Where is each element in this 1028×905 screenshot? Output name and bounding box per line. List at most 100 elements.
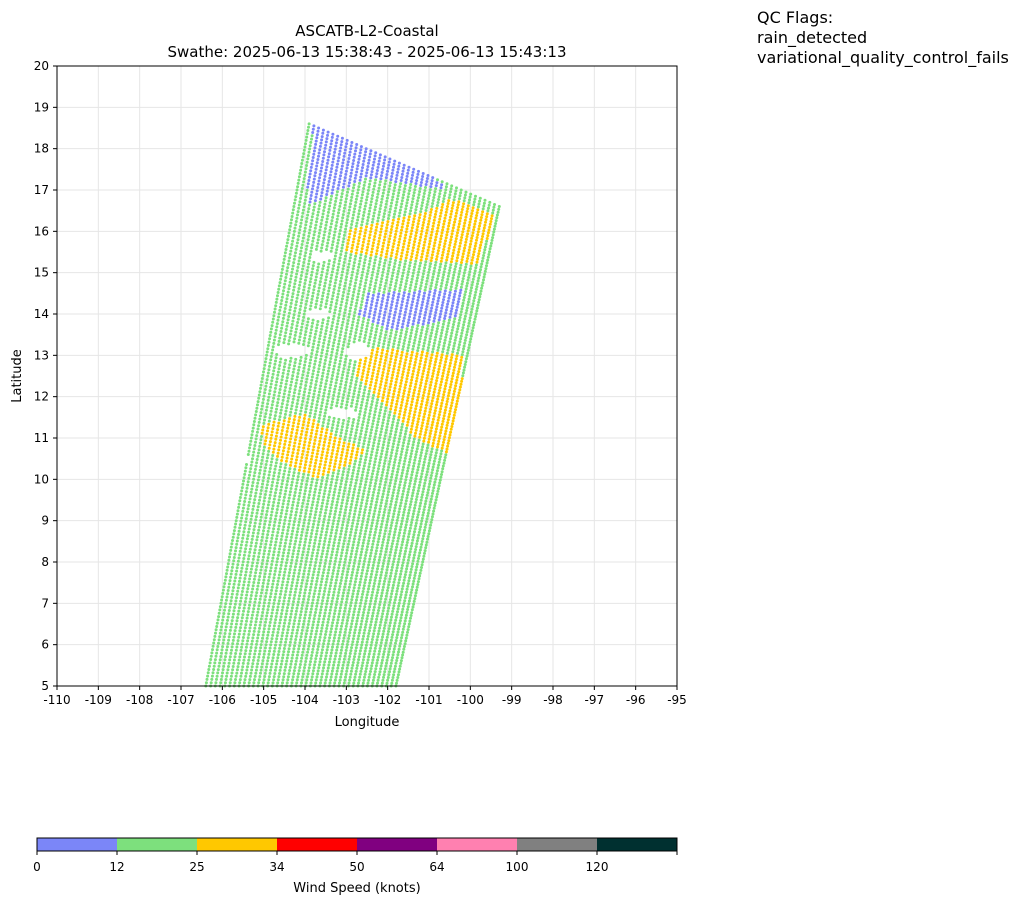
wind-point <box>413 388 416 392</box>
wind-point <box>354 383 358 387</box>
wind-point <box>315 675 319 679</box>
wind-point <box>245 668 249 672</box>
wind-point <box>439 334 443 338</box>
wind-point <box>345 622 349 625</box>
wind-point <box>399 381 403 385</box>
wind-point <box>291 577 295 581</box>
wind-point <box>378 531 382 535</box>
wind-point <box>290 510 293 513</box>
wind-point <box>460 377 464 381</box>
wind-point <box>262 370 265 374</box>
wind-point <box>276 454 279 458</box>
wind-point <box>299 588 303 591</box>
wind-point <box>292 647 296 651</box>
wind-point <box>440 401 444 405</box>
wind-point <box>292 421 296 425</box>
wind-point <box>264 595 268 598</box>
wind-point <box>454 408 457 412</box>
wind-point <box>317 446 320 450</box>
wind-point <box>264 516 268 520</box>
wind-point <box>266 374 270 378</box>
wind-point <box>391 466 395 470</box>
wind-point <box>396 676 400 679</box>
wind-point <box>313 541 317 545</box>
wind-point <box>439 475 443 479</box>
wind-point <box>292 497 296 501</box>
wind-point <box>241 482 245 486</box>
wind-point <box>401 347 405 351</box>
wind-point <box>299 659 303 663</box>
wind-point <box>325 322 329 326</box>
wind-point <box>302 393 306 397</box>
wind-point <box>348 536 352 540</box>
wind-point <box>300 298 304 302</box>
wind-point <box>326 521 330 525</box>
wind-point <box>376 516 380 520</box>
wind-point <box>416 536 420 540</box>
wind-point <box>315 626 319 630</box>
wind-point <box>359 601 363 605</box>
wind-point <box>262 394 266 398</box>
wind-point <box>321 472 325 476</box>
wind-point <box>386 655 390 659</box>
wind-point <box>329 651 333 655</box>
wind-point <box>286 577 290 581</box>
wind-point <box>389 429 393 433</box>
wind-point <box>289 561 293 565</box>
wind-point <box>266 371 270 375</box>
wind-point <box>344 675 347 679</box>
wind-point <box>385 520 389 524</box>
wind-point <box>276 653 280 657</box>
wind-point <box>367 632 371 635</box>
wind-point <box>316 343 320 347</box>
wind-point <box>320 456 323 460</box>
wind-point <box>415 425 419 429</box>
wind-point <box>386 538 390 542</box>
wind-point <box>374 620 378 624</box>
wind-point <box>289 305 293 309</box>
wind-point <box>372 536 376 540</box>
wind-point <box>356 616 360 620</box>
wind-point <box>382 675 385 679</box>
wind-point <box>274 514 278 518</box>
wind-point <box>257 681 261 685</box>
wind-point <box>321 421 325 424</box>
wind-point <box>400 613 404 617</box>
wind-point <box>356 472 360 476</box>
wind-point <box>294 435 298 439</box>
wind-point <box>398 598 402 602</box>
wind-point <box>288 516 292 520</box>
wind-point <box>279 488 283 492</box>
wind-point <box>245 567 249 571</box>
wind-point <box>365 324 369 328</box>
wind-point <box>400 636 403 640</box>
wind-point <box>291 650 295 654</box>
wind-point <box>440 377 444 381</box>
wind-point <box>389 638 393 642</box>
wind-point <box>379 430 383 434</box>
wind-point <box>397 464 401 468</box>
wind-point <box>275 322 279 326</box>
wind-point <box>433 501 437 505</box>
wind-point <box>339 405 343 409</box>
wind-point <box>331 618 335 622</box>
wind-point <box>366 398 369 402</box>
wind-point <box>280 323 284 327</box>
wind-point <box>363 557 367 560</box>
wind-point <box>224 628 228 632</box>
wind-point <box>415 355 418 358</box>
wind-point <box>371 681 375 685</box>
wind-point <box>319 407 323 411</box>
wind-point <box>383 313 386 317</box>
wind-point <box>267 604 270 608</box>
wind-point <box>429 383 433 387</box>
wind-point <box>369 599 373 603</box>
wind-point <box>259 411 263 415</box>
wind-point <box>385 615 389 619</box>
wind-point <box>418 551 422 555</box>
wind-point <box>321 523 325 527</box>
wind-point <box>351 637 355 641</box>
wind-point <box>384 381 388 385</box>
wind-point <box>419 501 423 505</box>
wind-point <box>303 591 307 595</box>
